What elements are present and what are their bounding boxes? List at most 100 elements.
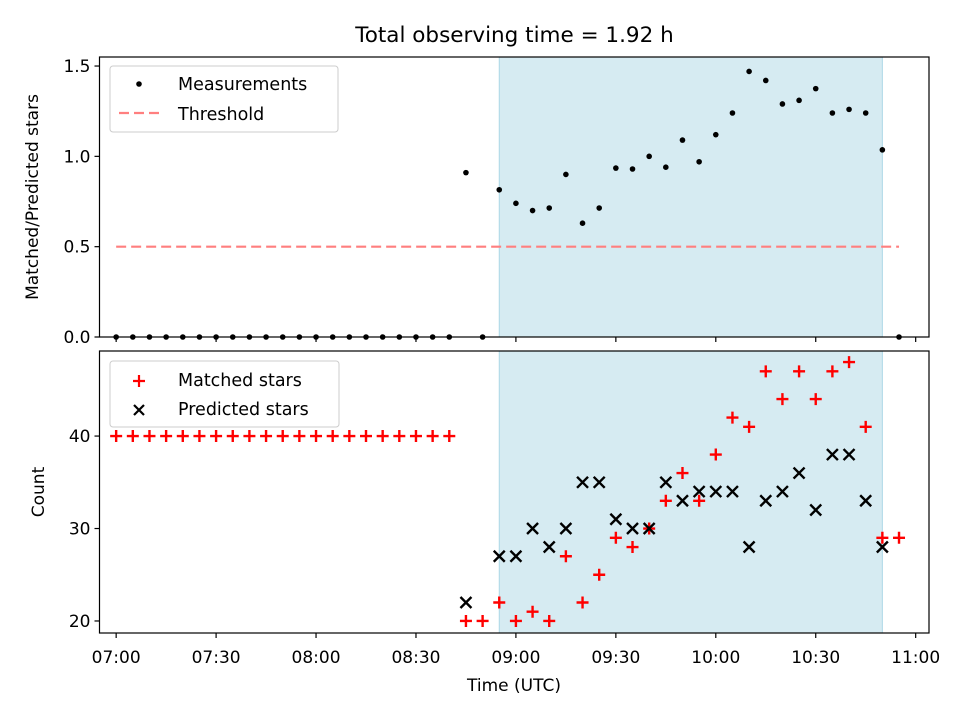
matched-star-point	[509, 614, 522, 627]
legend-label: Predicted stars	[178, 400, 309, 420]
predicted-star-point	[459, 596, 473, 609]
x-tick-label: 10:00	[691, 648, 740, 668]
measurement-point	[712, 131, 719, 138]
matched-star-point	[659, 494, 672, 507]
legend-matched-marker	[133, 375, 145, 387]
x-tick-label: 08:30	[391, 648, 440, 668]
matched-star-point	[260, 430, 273, 443]
legend-measurements-marker	[136, 81, 142, 87]
predicted-star-point	[842, 448, 856, 461]
predicted-star-point	[876, 540, 889, 554]
matched-star-point	[343, 430, 356, 443]
matched-star-point	[143, 430, 156, 443]
matched-star-point	[726, 411, 739, 424]
measurement-point	[546, 205, 553, 211]
measurement-point	[679, 137, 686, 143]
x-axis-ticks: 07:00 07:30 08:00 08:30 09:00 09:30 10:00 10:30…	[92, 633, 940, 668]
predicted-star-point	[509, 549, 523, 563]
y-axis-label: Count	[29, 466, 49, 517]
matched-star-point	[360, 430, 373, 443]
chart-title: Total observing time = 1.92 h	[354, 23, 674, 48]
legend: Measurements Threshold	[109, 65, 339, 133]
shaded-interval	[498, 350, 883, 634]
matched-star-point	[110, 430, 123, 443]
matched-star-point	[893, 531, 906, 544]
predicted-star-point	[609, 512, 623, 526]
matched-star-point	[526, 605, 539, 618]
y-axis-ticks: 0.0 0.5 1.0 1.5	[63, 57, 100, 348]
matched-star-point	[626, 541, 639, 554]
legend-label: Measurements	[178, 75, 307, 95]
predicted-star-point	[859, 494, 873, 508]
matched-star-point	[226, 430, 239, 443]
predicted-star-point	[776, 485, 789, 498]
matched-star-point	[826, 365, 839, 378]
predicted-star-point	[742, 540, 756, 554]
matched-star-point	[776, 393, 789, 406]
matched-star-point	[276, 430, 289, 443]
matched-star-point	[210, 430, 223, 443]
matched-star-point	[759, 365, 772, 378]
measurement-point	[796, 97, 802, 104]
measurement-point	[463, 169, 469, 176]
matched-star-point	[859, 420, 872, 433]
measurement-point	[762, 77, 769, 84]
predicted-star-point	[676, 494, 689, 508]
matched-star-point	[126, 430, 139, 443]
measurement-point	[629, 166, 636, 172]
y-tick-label: 20	[69, 612, 91, 632]
predicted-star-point	[642, 522, 656, 535]
matched-star-point	[543, 614, 556, 627]
measurement-point	[696, 158, 702, 165]
x-tick-label: 09:00	[491, 648, 540, 668]
predicted-star-point	[592, 475, 606, 489]
y-tick-label: 40	[69, 427, 91, 447]
matched-star-point	[293, 430, 306, 443]
matched-star-point	[160, 430, 173, 443]
x-tick-label: 07:30	[192, 648, 241, 668]
matched-star-point	[176, 430, 189, 443]
predicted-star-point	[809, 503, 823, 517]
measurement-point	[496, 186, 503, 193]
predicted-star-point	[559, 522, 573, 535]
y-tick-label: 1.5	[63, 57, 90, 77]
y-axis-ticks: 20 30 40	[69, 427, 100, 632]
measurement-point	[613, 165, 619, 171]
shaded-interval	[498, 56, 883, 338]
matched-star-point	[443, 430, 456, 443]
matched-star-point	[809, 393, 822, 406]
legend-predicted-marker	[133, 404, 145, 416]
measurement-point	[579, 220, 586, 226]
matched-star-point	[593, 568, 606, 581]
measurement-point	[846, 106, 852, 113]
matched-star-point	[459, 614, 472, 627]
matched-star-point	[843, 356, 856, 369]
matched-star-point	[310, 430, 323, 443]
measurement-point	[779, 101, 786, 107]
predicted-star-point	[526, 522, 539, 535]
matched-star-point	[376, 430, 389, 443]
matched-star-point	[876, 531, 889, 544]
predicted-star-point	[726, 485, 739, 498]
predicted-star-point	[759, 494, 773, 508]
matched-star-point	[326, 430, 339, 443]
predicted-star-point	[826, 448, 839, 461]
predicted-star-point	[709, 485, 723, 498]
matched-star-point	[476, 614, 489, 627]
matched-star-point	[559, 550, 572, 563]
matched-star-point	[193, 430, 206, 443]
matched-star-point	[609, 531, 622, 544]
predicted-star-point	[626, 522, 639, 535]
measurement-point	[663, 164, 669, 170]
y-tick-label: 0.0	[63, 328, 90, 348]
predicted-star-point	[492, 549, 506, 563]
plot-frame	[98, 56, 930, 338]
y-tick-label: 30	[69, 520, 91, 540]
count-points	[110, 356, 906, 627]
legend: Matched stars Predicted stars	[109, 360, 340, 428]
measurement-point	[646, 153, 652, 160]
x-axis-ticks	[115, 337, 917, 342]
predicted-star-point	[659, 475, 673, 489]
measurement-point	[596, 205, 602, 211]
plot-frame	[98, 350, 930, 634]
